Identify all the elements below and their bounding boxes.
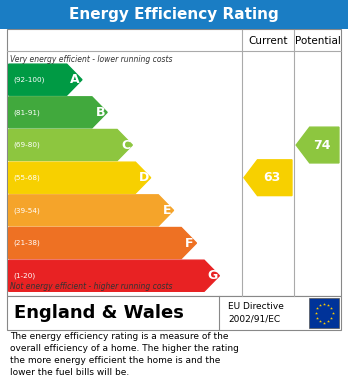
Text: (39-54): (39-54) — [13, 207, 40, 213]
Polygon shape — [9, 162, 151, 193]
Text: Energy Efficiency Rating: Energy Efficiency Rating — [69, 7, 279, 22]
Text: Not energy efficient - higher running costs: Not energy efficient - higher running co… — [10, 282, 173, 291]
Text: (1-20): (1-20) — [13, 273, 35, 279]
Polygon shape — [244, 160, 292, 196]
Bar — [7, 296, 341, 330]
Bar — [0, 0, 348, 29]
Text: A: A — [70, 73, 80, 86]
Polygon shape — [9, 64, 82, 95]
Polygon shape — [9, 228, 197, 258]
Text: 2002/91/EC: 2002/91/EC — [228, 314, 280, 323]
Text: 74: 74 — [313, 138, 330, 152]
Text: (81-91): (81-91) — [13, 109, 40, 116]
Text: The energy efficiency rating is a measure of the
overall efficiency of a home. T: The energy efficiency rating is a measur… — [10, 332, 239, 377]
Text: (55-68): (55-68) — [13, 174, 40, 181]
Bar — [309, 298, 339, 328]
Text: D: D — [139, 171, 149, 184]
Text: 63: 63 — [263, 171, 280, 184]
Text: (69-80): (69-80) — [13, 142, 40, 148]
Text: England & Wales: England & Wales — [14, 304, 184, 322]
Text: Very energy efficient - lower running costs: Very energy efficient - lower running co… — [10, 54, 173, 64]
Text: Potential: Potential — [295, 36, 340, 46]
Text: G: G — [207, 269, 218, 282]
Text: Current: Current — [248, 36, 288, 46]
Text: EU Directive: EU Directive — [228, 302, 284, 312]
Text: (92-100): (92-100) — [13, 76, 44, 83]
Polygon shape — [9, 129, 132, 161]
Polygon shape — [9, 260, 219, 291]
Polygon shape — [9, 195, 174, 226]
Text: B: B — [96, 106, 105, 119]
Text: C: C — [121, 138, 130, 152]
Text: F: F — [185, 237, 194, 249]
Polygon shape — [9, 97, 107, 128]
Polygon shape — [296, 127, 339, 163]
Bar — [7, 29, 341, 296]
Text: (21-38): (21-38) — [13, 240, 40, 246]
Text: E: E — [163, 204, 171, 217]
